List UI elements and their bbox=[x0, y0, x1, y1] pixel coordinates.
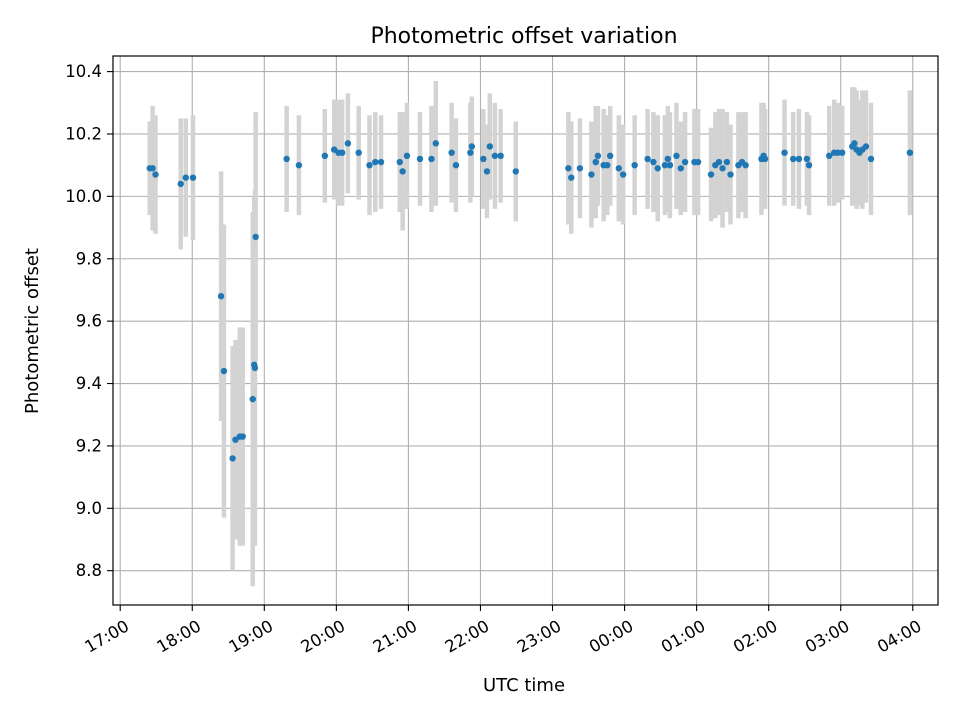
y-tick-label: 10.4 bbox=[65, 62, 102, 81]
data-point bbox=[377, 158, 385, 166]
data-point bbox=[321, 152, 329, 160]
y-tick-label: 9.2 bbox=[76, 436, 102, 455]
data-point bbox=[826, 152, 833, 160]
data-point bbox=[295, 161, 303, 169]
data-point bbox=[217, 292, 225, 300]
data-point bbox=[149, 165, 156, 172]
data-point bbox=[182, 174, 189, 181]
data-point bbox=[588, 171, 595, 178]
data-point bbox=[619, 171, 627, 178]
data-point bbox=[565, 165, 572, 172]
data-point bbox=[576, 165, 584, 172]
data-point bbox=[727, 171, 734, 178]
y-axis-label: Photometric offset bbox=[22, 248, 43, 414]
data-point bbox=[512, 168, 519, 175]
data-point bbox=[428, 155, 435, 163]
data-point bbox=[372, 158, 379, 166]
data-point bbox=[416, 155, 424, 163]
data-point bbox=[468, 143, 476, 150]
data-point bbox=[189, 174, 197, 181]
data-point bbox=[654, 165, 661, 172]
data-point bbox=[906, 149, 914, 156]
data-point bbox=[666, 161, 674, 169]
data-point bbox=[681, 158, 689, 166]
y-tick-label: 9.4 bbox=[76, 374, 102, 393]
data-point bbox=[606, 152, 614, 160]
data-point bbox=[650, 158, 657, 166]
data-point bbox=[568, 174, 575, 181]
data-point bbox=[491, 152, 499, 160]
data-point bbox=[251, 364, 259, 372]
data-point bbox=[252, 233, 259, 241]
y-tick-label: 9.8 bbox=[76, 249, 102, 268]
data-point bbox=[152, 171, 159, 178]
data-point bbox=[862, 143, 870, 150]
data-point bbox=[644, 155, 651, 163]
data-point bbox=[615, 165, 623, 172]
data-point bbox=[694, 158, 702, 166]
data-point bbox=[592, 158, 599, 166]
data-point bbox=[452, 161, 460, 169]
data-point bbox=[355, 149, 362, 156]
data-point bbox=[239, 433, 246, 440]
data-point bbox=[399, 168, 406, 175]
data-point bbox=[249, 395, 256, 403]
data-point bbox=[795, 155, 803, 163]
data-point bbox=[723, 158, 731, 166]
data-point bbox=[805, 161, 813, 169]
data-point bbox=[229, 455, 236, 462]
data-point bbox=[664, 155, 672, 163]
y-tick-label: 10.0 bbox=[65, 187, 102, 206]
data-point bbox=[604, 161, 611, 169]
data-point bbox=[483, 168, 491, 175]
data-point bbox=[673, 152, 680, 160]
y-tick-label: 8.8 bbox=[76, 561, 102, 580]
plot-frame bbox=[112, 55, 939, 606]
data-point bbox=[789, 155, 797, 163]
data-point bbox=[467, 149, 474, 156]
data-point bbox=[677, 165, 684, 172]
data-point bbox=[781, 149, 788, 156]
data-point bbox=[594, 152, 602, 160]
data-point bbox=[338, 149, 346, 156]
data-point bbox=[486, 143, 494, 150]
data-point bbox=[742, 161, 749, 169]
data-point bbox=[366, 161, 373, 169]
data-point bbox=[448, 149, 455, 156]
data-point bbox=[851, 140, 858, 147]
data-point bbox=[719, 165, 726, 172]
data-point bbox=[177, 180, 184, 188]
data-point bbox=[707, 171, 715, 178]
data-point bbox=[497, 152, 504, 160]
y-tick-label: 9.6 bbox=[76, 312, 102, 331]
y-tick-label: 10.2 bbox=[65, 124, 102, 143]
data-point bbox=[344, 140, 352, 147]
data-point bbox=[283, 155, 290, 163]
chart-title: Photometric offset variation bbox=[370, 24, 677, 49]
data-point bbox=[631, 161, 638, 169]
data-point bbox=[432, 140, 439, 147]
data-point bbox=[661, 161, 669, 169]
data-point bbox=[480, 155, 487, 163]
data-point bbox=[761, 155, 769, 163]
data-point bbox=[220, 367, 228, 375]
data-points bbox=[146, 140, 914, 462]
data-point bbox=[715, 158, 723, 166]
data-point bbox=[867, 155, 875, 163]
data-point bbox=[838, 149, 846, 156]
data-point bbox=[803, 155, 811, 163]
x-axis-label: UTC time bbox=[483, 675, 565, 696]
data-point bbox=[396, 158, 403, 166]
data-point bbox=[403, 152, 411, 160]
y-tick-label: 9.0 bbox=[76, 499, 102, 518]
